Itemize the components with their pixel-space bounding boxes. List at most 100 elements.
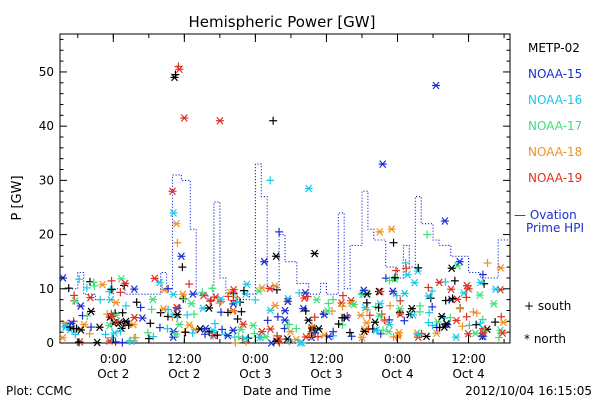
north-point [111, 298, 120, 307]
north-point [239, 320, 248, 329]
north-point [359, 286, 368, 295]
north-point [130, 285, 139, 294]
y-axis-label: P [GW] [10, 175, 25, 220]
south-point [338, 291, 347, 300]
north-point [431, 81, 440, 90]
south-point [465, 321, 474, 330]
north-point [384, 327, 393, 336]
north-point [172, 303, 181, 312]
north-point [310, 249, 319, 258]
north-point [376, 299, 385, 308]
north-point [358, 333, 367, 342]
south-point [472, 309, 481, 318]
south-point [269, 116, 278, 125]
north-point [71, 297, 80, 305]
north-point [138, 314, 147, 322]
south-point [478, 270, 487, 279]
south-point [190, 310, 199, 319]
south-point [108, 333, 117, 342]
south-point [178, 263, 187, 272]
y-tick-label: 0 [46, 336, 54, 350]
north-point [375, 312, 384, 321]
north-point [169, 290, 178, 299]
north-point [388, 287, 397, 296]
north-point [301, 333, 310, 341]
north-point [496, 263, 505, 272]
south-point [462, 312, 471, 321]
south-point [423, 230, 432, 239]
south-point [64, 284, 73, 293]
north-point [130, 313, 139, 322]
south-point [303, 292, 312, 301]
legend-entry: NOAA-15 [528, 67, 582, 81]
north-point [433, 317, 442, 326]
north-point [241, 334, 250, 343]
south-point [386, 301, 395, 310]
north-point [105, 321, 114, 330]
south-point [163, 312, 172, 321]
south-point [275, 227, 284, 236]
south-point [483, 259, 492, 268]
south-point [362, 298, 371, 307]
south-point [374, 303, 383, 312]
north-point [297, 338, 306, 347]
x-tick-date-label: Oct 3 [239, 367, 271, 381]
north-point [241, 290, 250, 298]
north-point [249, 321, 258, 330]
north-point [117, 324, 126, 333]
south-point [469, 307, 478, 316]
south-point [75, 275, 84, 284]
south-point [146, 319, 155, 328]
south-point [132, 298, 141, 307]
south-point [216, 308, 225, 317]
north-point [407, 304, 416, 313]
north-point [491, 285, 500, 294]
south-point [208, 284, 217, 293]
plot-timestamp: 2012/10/04 16:15:05 [465, 384, 592, 398]
north-point [271, 301, 280, 310]
south-point [428, 321, 437, 330]
north-point [177, 252, 186, 261]
north-point [216, 295, 225, 304]
south-point [362, 305, 371, 314]
south-point [441, 296, 450, 305]
x-tick-date-label: Oct 4 [452, 367, 484, 381]
south-point [111, 337, 120, 346]
north-point [447, 285, 456, 294]
south-point [495, 333, 504, 342]
south-point [232, 298, 241, 307]
north-point [304, 316, 313, 325]
north-point [205, 304, 214, 312]
south-point [263, 316, 272, 325]
legend-entry: NOAA-18 [528, 145, 582, 159]
south-point [116, 288, 125, 297]
south-point [136, 303, 145, 312]
north-point [272, 252, 281, 261]
south-point [164, 284, 173, 293]
south-point [210, 319, 219, 328]
south-point [273, 312, 282, 321]
north-point [498, 329, 507, 337]
north-point [371, 318, 380, 327]
south-point [223, 308, 232, 317]
south-point [251, 295, 260, 304]
south-point [441, 277, 450, 286]
x-tick-time-label: 0:00 [242, 352, 269, 366]
south-point [250, 329, 259, 338]
north-point [201, 324, 210, 333]
south-point [71, 330, 80, 339]
north-point [499, 318, 508, 327]
south-point [381, 317, 390, 326]
south-point [82, 283, 91, 292]
y-tick-label: 40 [39, 119, 54, 133]
south-point [379, 326, 388, 335]
north-point [266, 306, 275, 315]
north-point [464, 329, 473, 338]
south-point [385, 276, 394, 285]
south-point [446, 313, 455, 322]
south-point [392, 291, 401, 300]
north-point [209, 326, 218, 335]
north-point [175, 65, 184, 74]
north-point [199, 291, 208, 300]
north-point [376, 287, 385, 296]
